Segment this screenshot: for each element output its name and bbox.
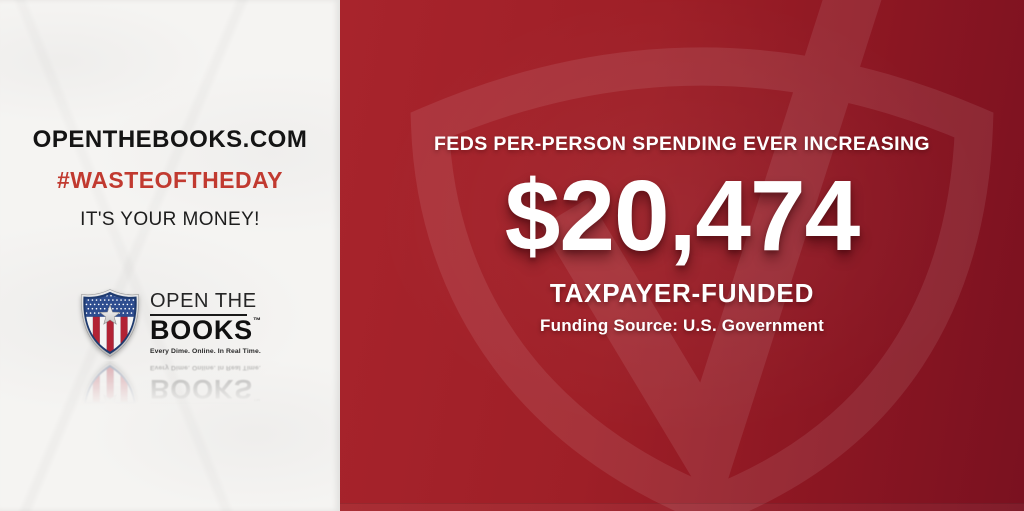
logo-wordmark: OPEN THE BOOKS™ Every Dime. Online. In R… [149, 290, 261, 355]
taxpayer-funded-label: TAXPAYER-FUNDED [549, 278, 815, 308]
amount-value: $20,474 [504, 160, 860, 272]
funding-source: Funding Source: U.S. Government [540, 316, 824, 335]
website-title: OPENTHEBOOKS.COM [32, 126, 308, 153]
logo-reflection: OPEN THE BOOKS™ Every Dime. Online. In R… [79, 361, 261, 431]
logo-wordmark-line2: BOOKS™ [149, 314, 261, 345]
logo-wordmark-reflection: OPEN THE BOOKS™ Every Dime. Online. In R… [149, 364, 261, 429]
headline: FEDS PER-PERSON SPENDING EVER INCREASING [434, 133, 930, 155]
shield-checkmark-watermark-icon [410, 0, 994, 511]
logo-reflection-line1: OPEN THE [149, 406, 257, 429]
trademark-symbol-reflection: ™ [253, 394, 261, 404]
right-panel: FEDS PER-PERSON SPENDING EVER INCREASING… [340, 0, 1024, 511]
openthebooks-logo: OPEN THE BOOKS™ Every Dime. Online. In R… [0, 288, 340, 431]
hashtag: #WASTEOFTHEDAY [57, 167, 283, 193]
logo-reflection-books: BOOKS [149, 374, 253, 405]
logo-divider [149, 314, 247, 316]
right-text-block: FEDS PER-PERSON SPENDING EVER INCREASING… [340, 0, 1024, 511]
left-text-block: OPENTHEBOOKS.COM #WASTEOFTHEDAY IT'S YOU… [0, 126, 340, 231]
us-flag-shield-reflection-icon [80, 362, 139, 430]
logo-wordmark-line1: OPEN THE [149, 290, 257, 313]
slogan: IT'S YOUR MONEY! [80, 209, 260, 230]
logo-reflection-tagline: Every Dime. Online. In Real Time. [149, 364, 261, 372]
us-flag-shield-icon [80, 289, 139, 357]
logo-tagline: Every Dime. Online. In Real Time. [149, 347, 261, 355]
left-panel: OPENTHEBOOKS.COM #WASTEOFTHEDAY IT'S YOU… [0, 0, 340, 511]
logo-reflection-line2: BOOKS™ [149, 374, 261, 405]
logo-wordmark-books: BOOKS [149, 314, 253, 345]
logo-row: OPEN THE BOOKS™ Every Dime. Online. In R… [79, 288, 261, 358]
trademark-symbol: ™ [253, 315, 261, 325]
bottom-edge-strip [340, 503, 1024, 511]
